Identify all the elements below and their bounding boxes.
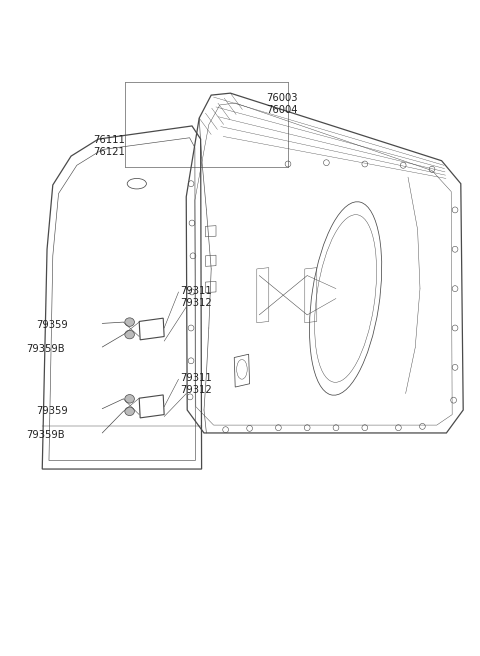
Text: 79359: 79359: [36, 319, 68, 330]
Text: 79311
79312: 79311 79312: [180, 373, 212, 395]
Text: 79359: 79359: [36, 405, 68, 416]
Ellipse shape: [125, 330, 134, 338]
Ellipse shape: [125, 318, 134, 327]
Text: 79359B: 79359B: [26, 430, 65, 440]
Text: 76111
76121: 76111 76121: [94, 134, 125, 157]
Ellipse shape: [125, 394, 134, 403]
Text: 79311
79312: 79311 79312: [180, 285, 212, 308]
Ellipse shape: [125, 407, 134, 416]
Text: 79359B: 79359B: [26, 344, 65, 354]
Text: 76003
76004: 76003 76004: [266, 92, 298, 115]
